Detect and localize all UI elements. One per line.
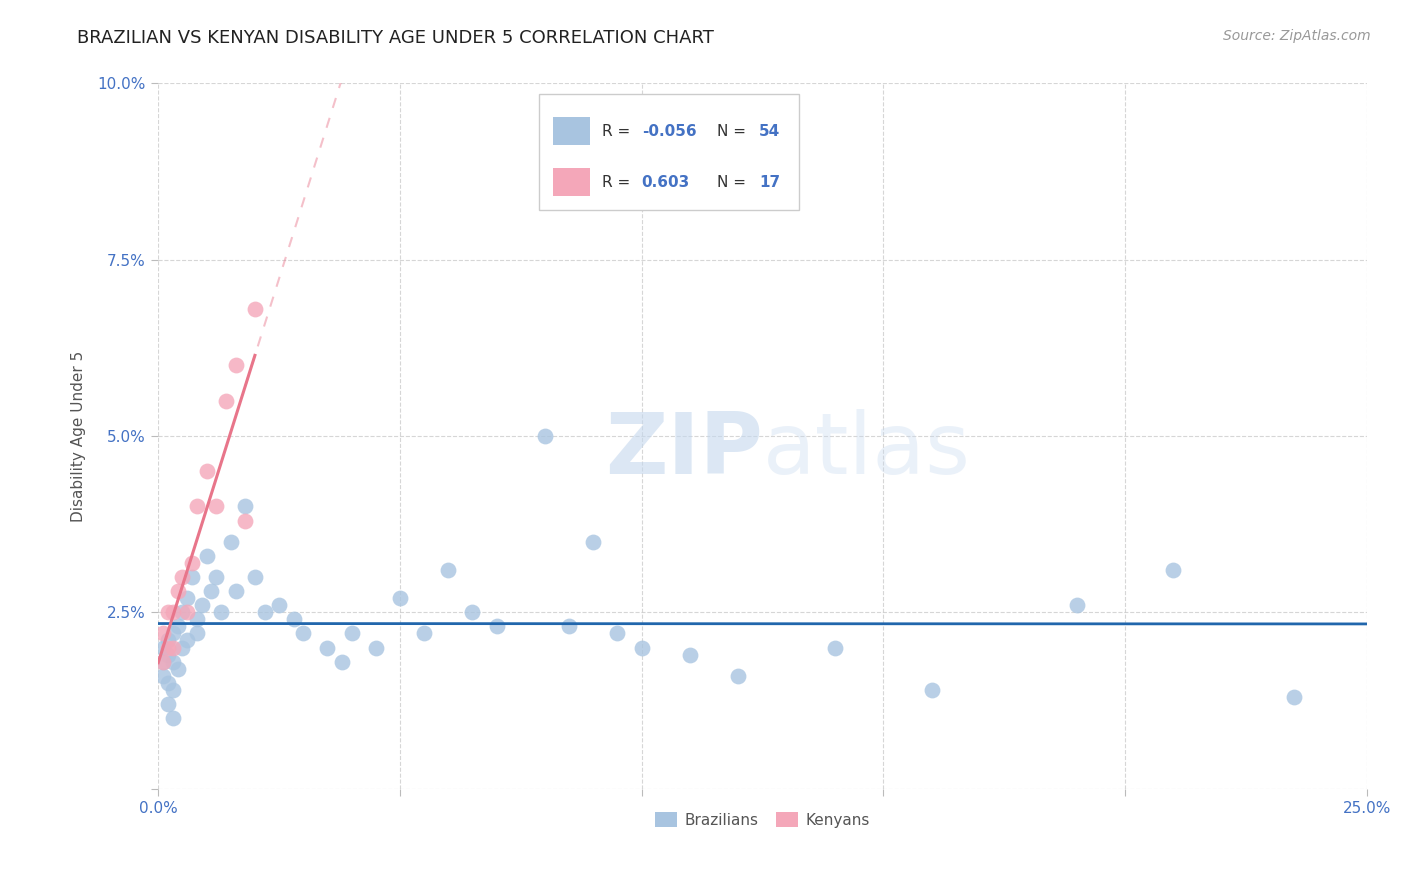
Point	[582, 534, 605, 549]
Point	[1163, 563, 1185, 577]
Point	[156, 605, 179, 619]
Point	[190, 598, 212, 612]
Text: atlas: atlas	[762, 409, 970, 491]
Point	[225, 584, 247, 599]
Point	[233, 514, 256, 528]
Text: N =: N =	[717, 124, 751, 139]
Point	[727, 669, 749, 683]
Text: ZIP: ZIP	[605, 409, 762, 491]
Legend: Brazilians, Kenyans: Brazilians, Kenyans	[650, 806, 876, 834]
Point	[162, 711, 184, 725]
Point	[176, 605, 198, 619]
Point	[172, 570, 194, 584]
Point	[186, 500, 208, 514]
Point	[921, 682, 943, 697]
Point	[166, 584, 188, 599]
Point	[200, 584, 222, 599]
Point	[558, 619, 581, 633]
Point	[152, 669, 174, 683]
Text: R =: R =	[602, 124, 636, 139]
Point	[172, 640, 194, 655]
Point	[243, 570, 266, 584]
Point	[283, 612, 305, 626]
FancyBboxPatch shape	[554, 117, 589, 145]
Point	[166, 619, 188, 633]
Text: N =: N =	[717, 175, 751, 190]
Point	[205, 500, 228, 514]
Point	[162, 682, 184, 697]
Point	[176, 633, 198, 648]
Point	[630, 640, 652, 655]
Point	[364, 640, 387, 655]
Point	[166, 662, 188, 676]
Point	[253, 605, 276, 619]
Point	[606, 626, 628, 640]
Point	[209, 605, 232, 619]
Point	[679, 648, 702, 662]
Point	[152, 655, 174, 669]
Y-axis label: Disability Age Under 5: Disability Age Under 5	[72, 351, 86, 522]
Point	[162, 640, 184, 655]
Point	[243, 301, 266, 316]
FancyBboxPatch shape	[538, 94, 799, 211]
Point	[195, 549, 218, 563]
Text: R =: R =	[602, 175, 636, 190]
FancyBboxPatch shape	[554, 168, 589, 196]
Point	[186, 612, 208, 626]
Point	[215, 393, 238, 408]
Point	[156, 648, 179, 662]
Point	[172, 605, 194, 619]
Text: -0.056: -0.056	[641, 124, 696, 139]
Point	[162, 626, 184, 640]
Point	[1066, 598, 1088, 612]
Point	[195, 464, 218, 478]
Point	[330, 655, 353, 669]
Point	[485, 619, 508, 633]
Point	[1284, 690, 1306, 704]
Text: 0.603: 0.603	[641, 175, 690, 190]
Point	[225, 359, 247, 373]
Point	[152, 655, 174, 669]
Point	[156, 633, 179, 648]
Point	[267, 598, 290, 612]
Point	[388, 591, 411, 606]
Point	[340, 626, 363, 640]
Point	[156, 640, 179, 655]
Point	[219, 534, 242, 549]
Point	[152, 640, 174, 655]
Point	[437, 563, 460, 577]
Point	[181, 556, 204, 570]
Point	[824, 640, 846, 655]
Point	[534, 429, 557, 443]
Point	[181, 570, 204, 584]
Point	[316, 640, 339, 655]
Point	[162, 655, 184, 669]
Point	[413, 626, 436, 640]
Point	[162, 605, 184, 619]
Point	[205, 570, 228, 584]
Point	[156, 697, 179, 711]
Point	[156, 675, 179, 690]
Text: 54: 54	[759, 124, 780, 139]
Point	[176, 591, 198, 606]
Text: Source: ZipAtlas.com: Source: ZipAtlas.com	[1223, 29, 1371, 43]
Point	[233, 500, 256, 514]
Point	[292, 626, 315, 640]
Text: BRAZILIAN VS KENYAN DISABILITY AGE UNDER 5 CORRELATION CHART: BRAZILIAN VS KENYAN DISABILITY AGE UNDER…	[77, 29, 714, 46]
Point	[152, 626, 174, 640]
Point	[461, 605, 484, 619]
Point	[186, 626, 208, 640]
Text: 17: 17	[759, 175, 780, 190]
